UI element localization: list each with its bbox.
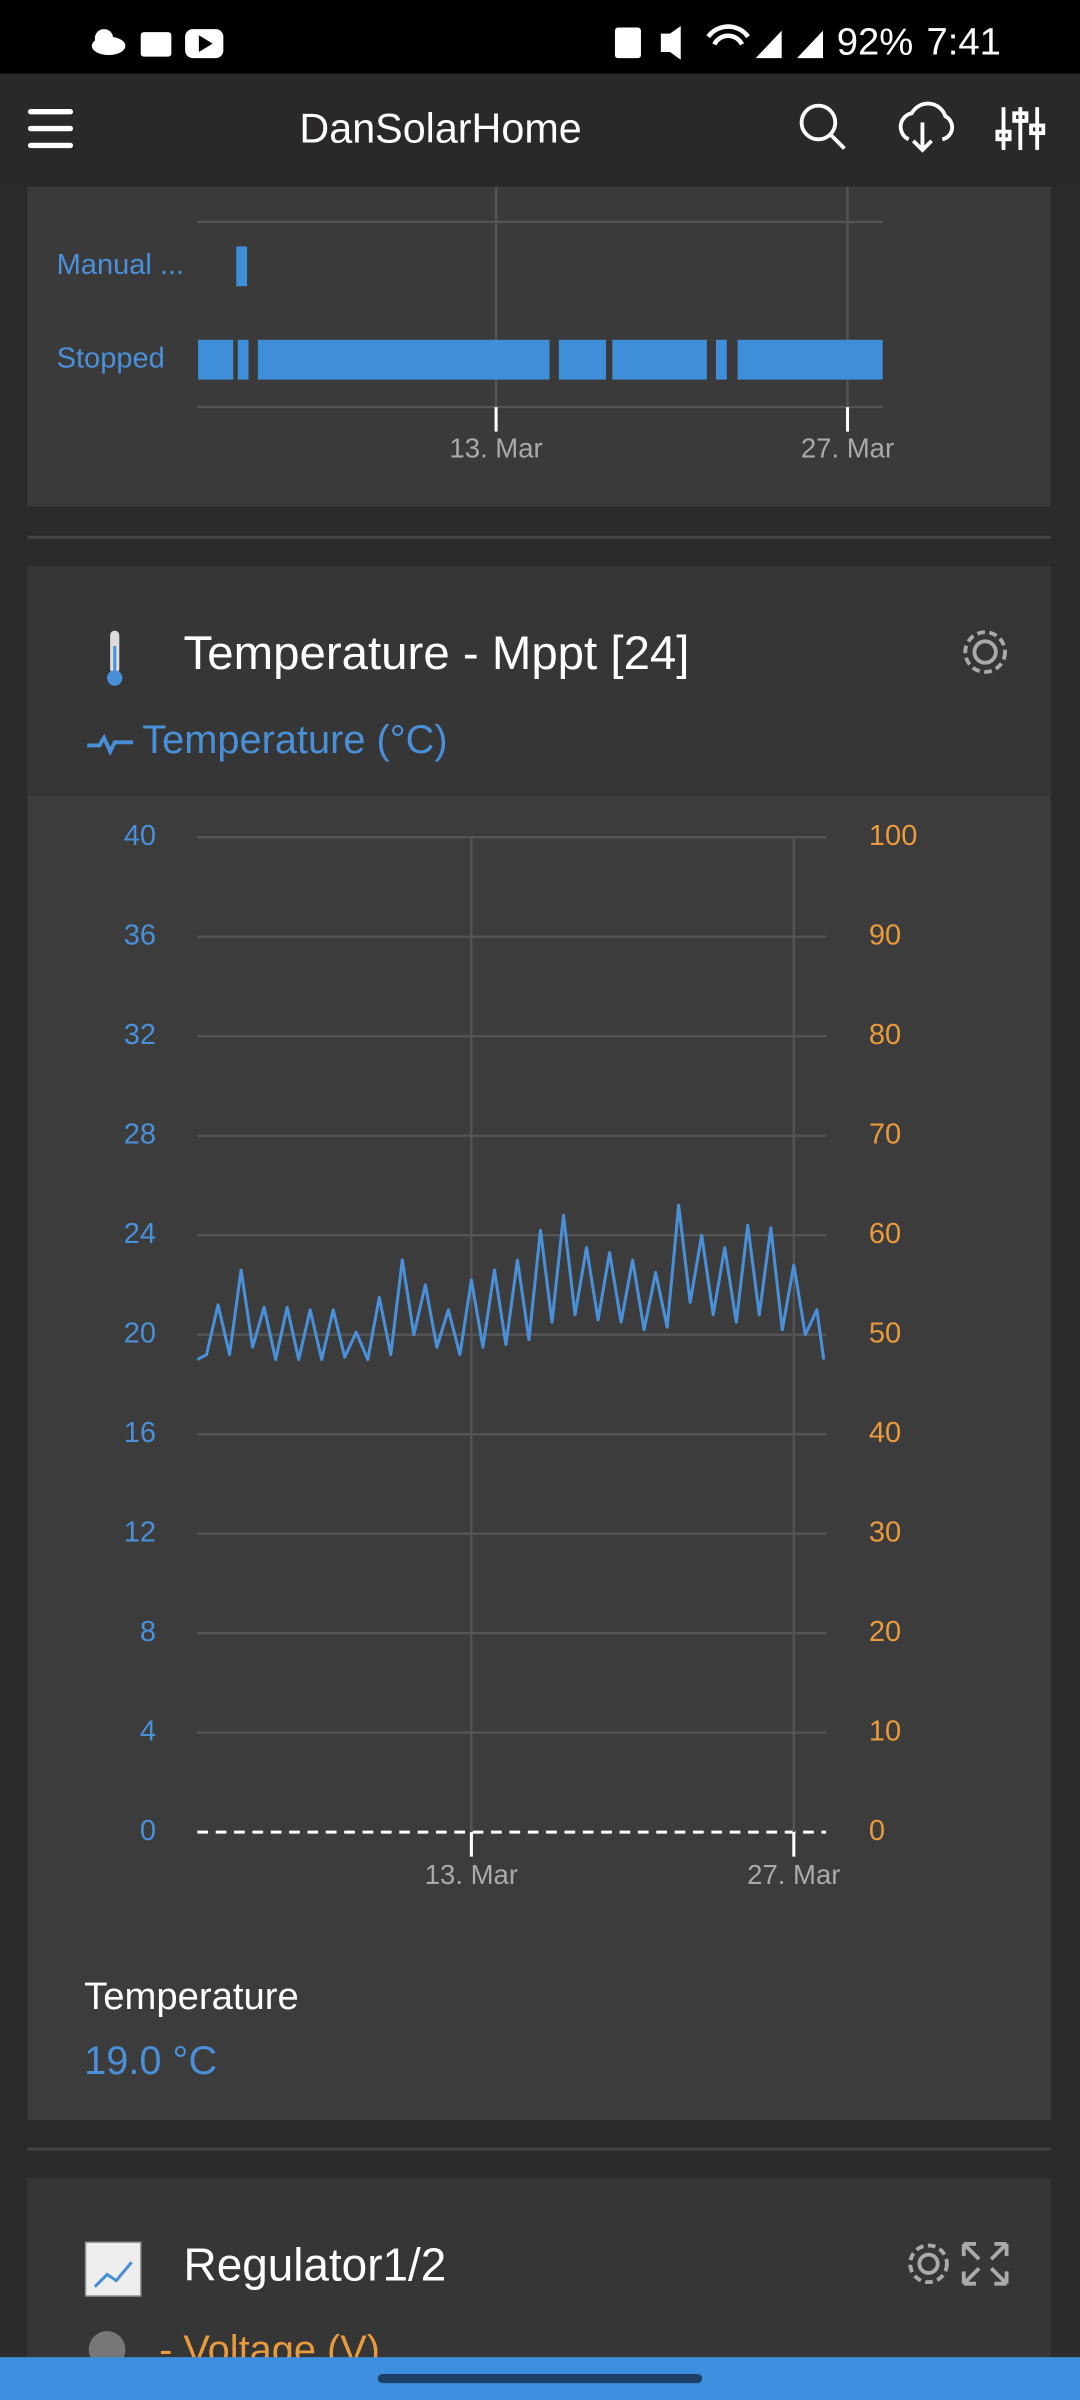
temperature-card-body [27,795,1051,2120]
legend-icon [87,733,134,757]
y-tick-label: 12 [124,1516,156,1548]
menu-button[interactable] [27,109,74,149]
home-handle[interactable] [377,2373,703,2384]
status-bar [0,0,1080,74]
time: 7:41 [927,20,1001,63]
legend-label[interactable]: Temperature (°C) [142,718,447,762]
state-bar [558,339,607,380]
state-bar [198,339,234,380]
status-icons [91,24,824,60]
state-bar [737,339,883,380]
temperature-chart: 0 4 8 12 16 20 24 28 32 36 40 0 10 20 30 40 50 60 70 80 90 10… [124,820,918,1890]
app-title: DanSolarHome [299,106,581,152]
y2-tick-label: 100 [869,820,917,852]
y-tick-label: 8 [140,1616,156,1648]
reading-value: 19.0 °C [84,2039,217,2083]
category-label: Manual ... [57,249,185,281]
y-tick-label: 24 [124,1218,156,1250]
cloud-download-button[interactable] [898,101,955,153]
battery: 92% [837,20,914,63]
y2-tick-label: 80 [869,1019,901,1051]
data-line [196,1203,826,1362]
state-bar [715,339,727,380]
y2-tick-label: 60 [869,1218,901,1250]
state-bar [257,339,550,380]
settings-button[interactable] [908,2243,949,2285]
state-bar [612,339,707,380]
state-chart: 13. Mar 27. Mar Manual ... Stopped [57,186,894,463]
state-bar [237,339,249,380]
y2-tick-label: 70 [869,1118,901,1150]
x-tick-label: 13. Mar [425,1859,518,1890]
y-tick-label: 36 [124,919,156,951]
settings-button[interactable] [963,630,1007,674]
chart-icon [84,2241,142,2297]
x-tick-label: 27. Mar [747,1859,840,1890]
y2-tick-label: 0 [869,1815,885,1847]
temperature-card-header [27,566,1051,796]
y-tick-label: 0 [140,1815,156,1847]
y-tick-label: 40 [124,820,156,852]
y2-tick-label: 50 [869,1317,901,1349]
thermometer-icon [107,630,123,686]
y2-tick-label: 20 [869,1616,901,1648]
y-tick-label: 4 [140,1715,156,1747]
y-tick-label: 20 [124,1317,156,1349]
card-title: Temperature - Mppt [24] [184,627,690,680]
reading-label: Temperature [84,1975,299,2018]
y2-tick-label: 10 [869,1715,901,1747]
state-bar [236,246,248,287]
x-tick-label: 27. Mar [801,432,894,463]
y2-tick-label: 40 [869,1417,901,1449]
expand-button[interactable] [961,2241,1009,2286]
y-tick-label: 28 [124,1118,156,1150]
y2-tick-label: 30 [869,1516,901,1548]
y-tick-label: 32 [124,1019,156,1051]
y-tick-label: 16 [124,1417,156,1449]
x-tick-label: 13. Mar [449,432,542,463]
category-label: Stopped [57,342,165,374]
card-title: Regulator1/2 [184,2238,447,2290]
search-button[interactable] [799,103,846,150]
settings-sliders-button[interactable] [995,107,1046,150]
y2-tick-label: 90 [869,919,901,951]
